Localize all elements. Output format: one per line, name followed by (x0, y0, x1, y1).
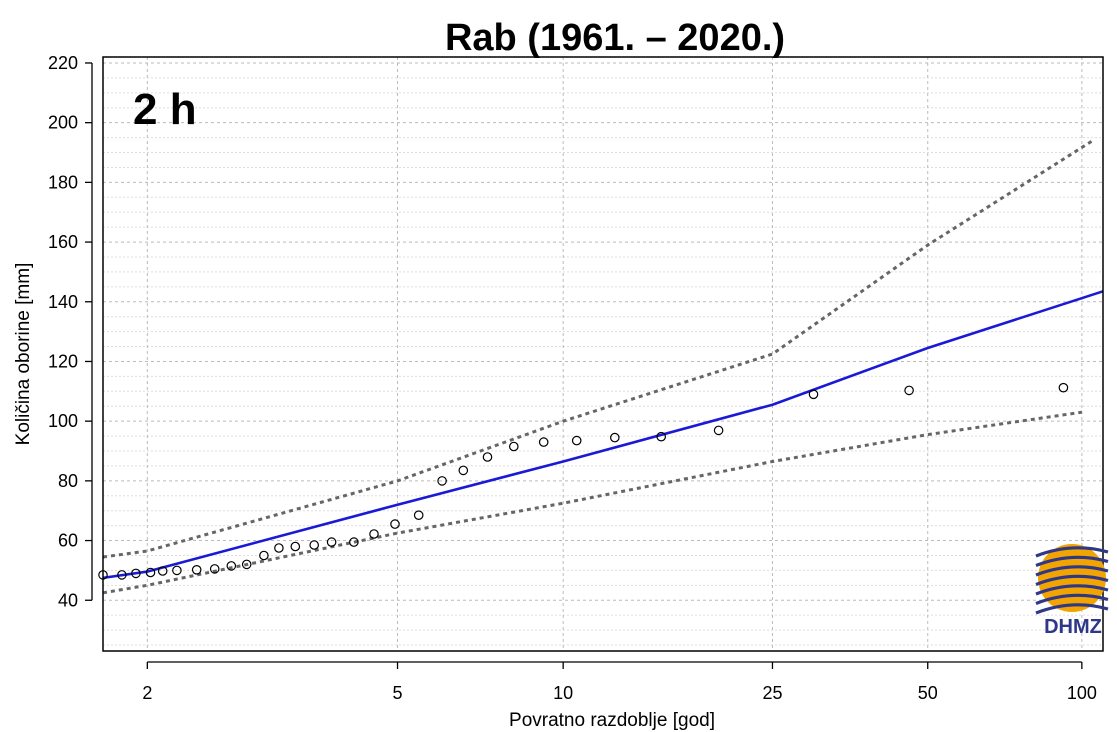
observed-point (274, 543, 284, 553)
plot-frame (102, 56, 1104, 652)
y-tick-label: 120 (48, 351, 78, 371)
observed-point (241, 559, 252, 570)
lower-bound-line (102, 410, 1083, 595)
observed-point (437, 476, 447, 486)
x-tick-label: 25 (762, 683, 782, 703)
observed-point (131, 568, 141, 579)
observed-point (145, 567, 156, 578)
observed-point (172, 565, 182, 576)
chart-title: Rab (1961. – 2020.) (445, 17, 785, 59)
observed-point (656, 431, 666, 442)
grid (103, 57, 1103, 651)
logo-swoosh (1035, 603, 1109, 615)
logo-swoosh (1035, 565, 1109, 577)
logo-swoosh (1035, 574, 1109, 586)
observed-point (326, 537, 337, 547)
y-tick-label: 200 (48, 113, 78, 133)
duration-label: 2 h (133, 85, 197, 134)
x-axis: 2 5 10 25 50 100 (142, 661, 1097, 703)
y-tick-label: 80 (58, 471, 78, 491)
observed-point (349, 537, 359, 547)
x-tick-label: 2 (142, 683, 152, 703)
y-axis-title: Količina oborine [mm] (13, 263, 34, 446)
y-tick-label: 160 (48, 232, 78, 252)
observed-point (808, 389, 819, 400)
x-axis-title: Povratno razdoblje [god] (509, 710, 715, 731)
y-tick-label: 100 (48, 411, 78, 431)
observed-point (390, 519, 400, 529)
y-tick-label: 40 (58, 590, 78, 610)
logo-text: DHMZ (1044, 616, 1102, 638)
observed-point (458, 465, 469, 476)
logo-swoosh (1035, 584, 1109, 596)
observed-point (571, 435, 582, 446)
observed-point (482, 452, 493, 462)
y-tick-label: 60 (58, 531, 78, 551)
plot-area (98, 139, 1104, 595)
observed-point (609, 432, 620, 443)
x-tick-label: 5 (393, 683, 403, 703)
observed-point (259, 550, 269, 561)
logo-swoosh (1035, 555, 1109, 567)
observed-point (369, 529, 379, 539)
observed-point (1058, 382, 1069, 393)
logo-swoosh (1035, 546, 1109, 558)
observed-point (290, 541, 301, 552)
observed-point (413, 510, 424, 520)
fit-line (102, 290, 1104, 580)
x-tick-label: 100 (1067, 683, 1097, 703)
y-tick-label: 220 (48, 53, 78, 73)
observed-point (191, 564, 202, 575)
observed-point (209, 564, 220, 574)
dhmz-logo: DHMZ (1035, 544, 1109, 638)
observed-point (117, 570, 127, 580)
observed-point (309, 540, 319, 550)
x-tick-label: 50 (918, 683, 938, 703)
upper-bound-line (102, 139, 1094, 559)
x-tick-label: 10 (553, 683, 573, 703)
y-tick-label: 140 (48, 292, 78, 312)
y-tick-label: 180 (48, 172, 78, 192)
observed-point (508, 441, 519, 452)
observed-point (538, 437, 549, 447)
observed-point (713, 425, 724, 436)
observed-point (226, 561, 237, 571)
observed-point (904, 385, 914, 396)
observed-point (157, 566, 168, 576)
y-axis: 40 60 80 100 120 140 160 180 200 220 (48, 53, 93, 610)
logo-swoosh (1035, 593, 1109, 605)
